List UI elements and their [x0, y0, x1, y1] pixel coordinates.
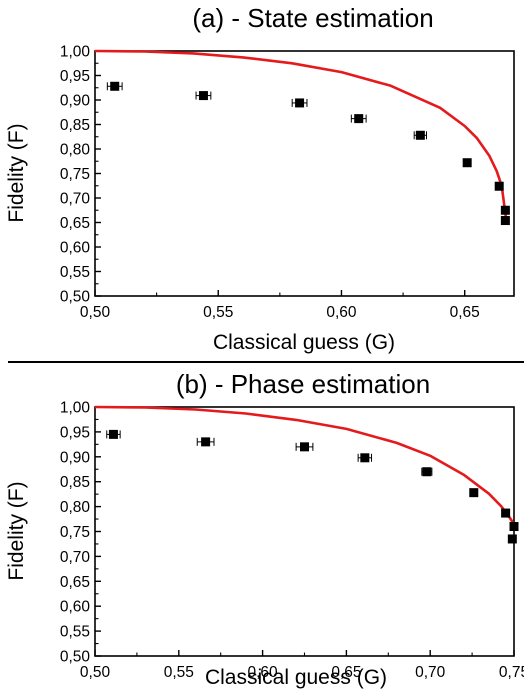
- panel-a-y-tick-label: 0,75: [60, 166, 90, 183]
- panel-a-x-axis-label: Classical guess (G): [213, 331, 395, 354]
- panel-a-y-tick-label: 0,60: [60, 240, 91, 257]
- panel-b-marker: [507, 534, 517, 544]
- panel-a-data-point: [494, 181, 504, 191]
- panel-b-x-tick-label: 0,70: [415, 664, 446, 681]
- panel-b-marker: [501, 508, 511, 518]
- panel-b-marker: [469, 488, 479, 498]
- panel-a-marker: [354, 114, 364, 124]
- panel-b-points: [106, 429, 519, 544]
- panel-b-data-point: [295, 442, 314, 452]
- panel-a-marker: [415, 130, 425, 140]
- panel-a-y-tick-label: 0,70: [60, 191, 91, 208]
- panel-b-y-tick-label: 0,95: [60, 424, 90, 441]
- panel-a-marker: [198, 91, 208, 101]
- panel-b-x-tick-label: 0,50: [80, 664, 111, 681]
- panel-a-x-tick-label: 0,50: [80, 304, 111, 321]
- panel-a-theory-curve: [94, 49, 508, 218]
- panel-b-y-tick-label: 0,55: [60, 624, 90, 641]
- panel-a-y-tick-label: 0,55: [60, 264, 90, 281]
- panel-b-marker: [422, 467, 432, 477]
- panel-a-curve-layer: [94, 49, 508, 218]
- panel-b-data-point: [196, 437, 215, 447]
- panel-b-y-tick-label: 0,70: [60, 549, 91, 566]
- panel-a-y-tick-label: 0,85: [60, 117, 90, 134]
- panel-a-data-point: [291, 98, 308, 108]
- panel-b-y-tick-label: 0,90: [60, 449, 91, 466]
- panel-b-x-tick-label: 0,75: [499, 664, 524, 681]
- panel-b-y-axis-label: Fidelity (F): [5, 481, 28, 580]
- panel-a-y-tick-label: 0,80: [60, 142, 91, 159]
- panel-b-data-point: [469, 488, 479, 498]
- panel-b-y-tick-label: 0,60: [60, 599, 91, 616]
- panel-a-data-point: [500, 216, 510, 226]
- panel-a-marker: [295, 98, 305, 108]
- panel-b-y-tick-label: 0,85: [60, 474, 90, 491]
- panel-b-x-tick-label: 0,65: [331, 664, 361, 681]
- panel-b-data-point: [507, 534, 517, 544]
- panel-b-x-tick-label: 0,55: [164, 664, 194, 681]
- panel-a-ticks: 0,50 0,55 0,60 0,65 0,70 0,75 0,80 0,85 0,90 0,95…: [60, 44, 480, 322]
- panel-a-marker: [494, 181, 504, 191]
- panel-a-y-tick-label: 0,65: [60, 215, 90, 232]
- panel-b-x-tick-label: 0,60: [248, 664, 279, 681]
- panel-b-data-point: [509, 522, 519, 532]
- panel-b-marker: [201, 437, 211, 447]
- panel-a-title: (a) - State estimation: [192, 3, 433, 33]
- panel-b-theory-curve: [94, 405, 516, 527]
- panel-b-y-tick-label: 0,65: [60, 574, 90, 591]
- panel-b-title: (b) - Phase estimation: [176, 369, 430, 399]
- panel-b-marker: [360, 453, 370, 463]
- panel-b-y-tick-label: 0,80: [60, 499, 91, 516]
- panel-a-x-tick-label: 0,55: [203, 304, 233, 321]
- panel-a-data-point: [350, 114, 367, 124]
- panel-b-ticks: 0,50 0,55 0,60 0,65 0,70 0,75 0,80 0,85 0,90 0,95…: [60, 400, 524, 682]
- panel-a-points: [106, 81, 510, 226]
- panel-b-curve-layer: [94, 405, 516, 527]
- panel-b-y-tick-label: 0,75: [60, 524, 90, 541]
- panel-a-x-tick-label: 0,65: [450, 304, 480, 321]
- panel-b-y-tick-label: 1,00: [60, 400, 91, 417]
- panel-a-data-point: [413, 130, 428, 140]
- panel-b-data-point: [501, 508, 511, 518]
- panel-b-chart: (b) - Phase estimation 0,500,550,600,650…: [5, 369, 524, 689]
- panel-a-y-tick-label: 1,00: [60, 44, 91, 61]
- panel-a-data-point: [500, 205, 510, 215]
- panel-a-y-tick-label: 0,90: [60, 93, 91, 110]
- panel-b-y-tick-label: 0,50: [60, 649, 91, 666]
- panel-b-data-point: [357, 453, 373, 463]
- panel-a-marker: [500, 216, 510, 226]
- panel-a-marker: [462, 158, 472, 168]
- panel-a-data-point: [462, 158, 472, 168]
- panel-b-marker: [300, 442, 309, 452]
- panel-a-x-tick-label: 0,60: [326, 304, 357, 321]
- panel-a-marker: [500, 205, 510, 215]
- panel-a-y-axis-label: Fidelity (F): [5, 123, 28, 222]
- panel-a-marker: [110, 81, 120, 91]
- panel-b-marker: [509, 522, 519, 532]
- panel-a-chart: (a) - State estimation 0,500,550,600,650…: [5, 3, 515, 354]
- panel-a-plot-frame: [94, 50, 515, 297]
- panel-a-data-point: [195, 91, 212, 101]
- panel-a-data-point: [106, 81, 123, 91]
- panel-b-marker: [108, 429, 118, 439]
- panel-b-x-axis-label: Classical guess (G): [205, 666, 387, 689]
- panel-a-y-tick-label: 0,50: [60, 289, 91, 306]
- panel-b-data-point: [106, 429, 121, 439]
- panel-a-y-tick-label: 0,95: [60, 68, 90, 85]
- panel-b-data-point: [421, 467, 433, 477]
